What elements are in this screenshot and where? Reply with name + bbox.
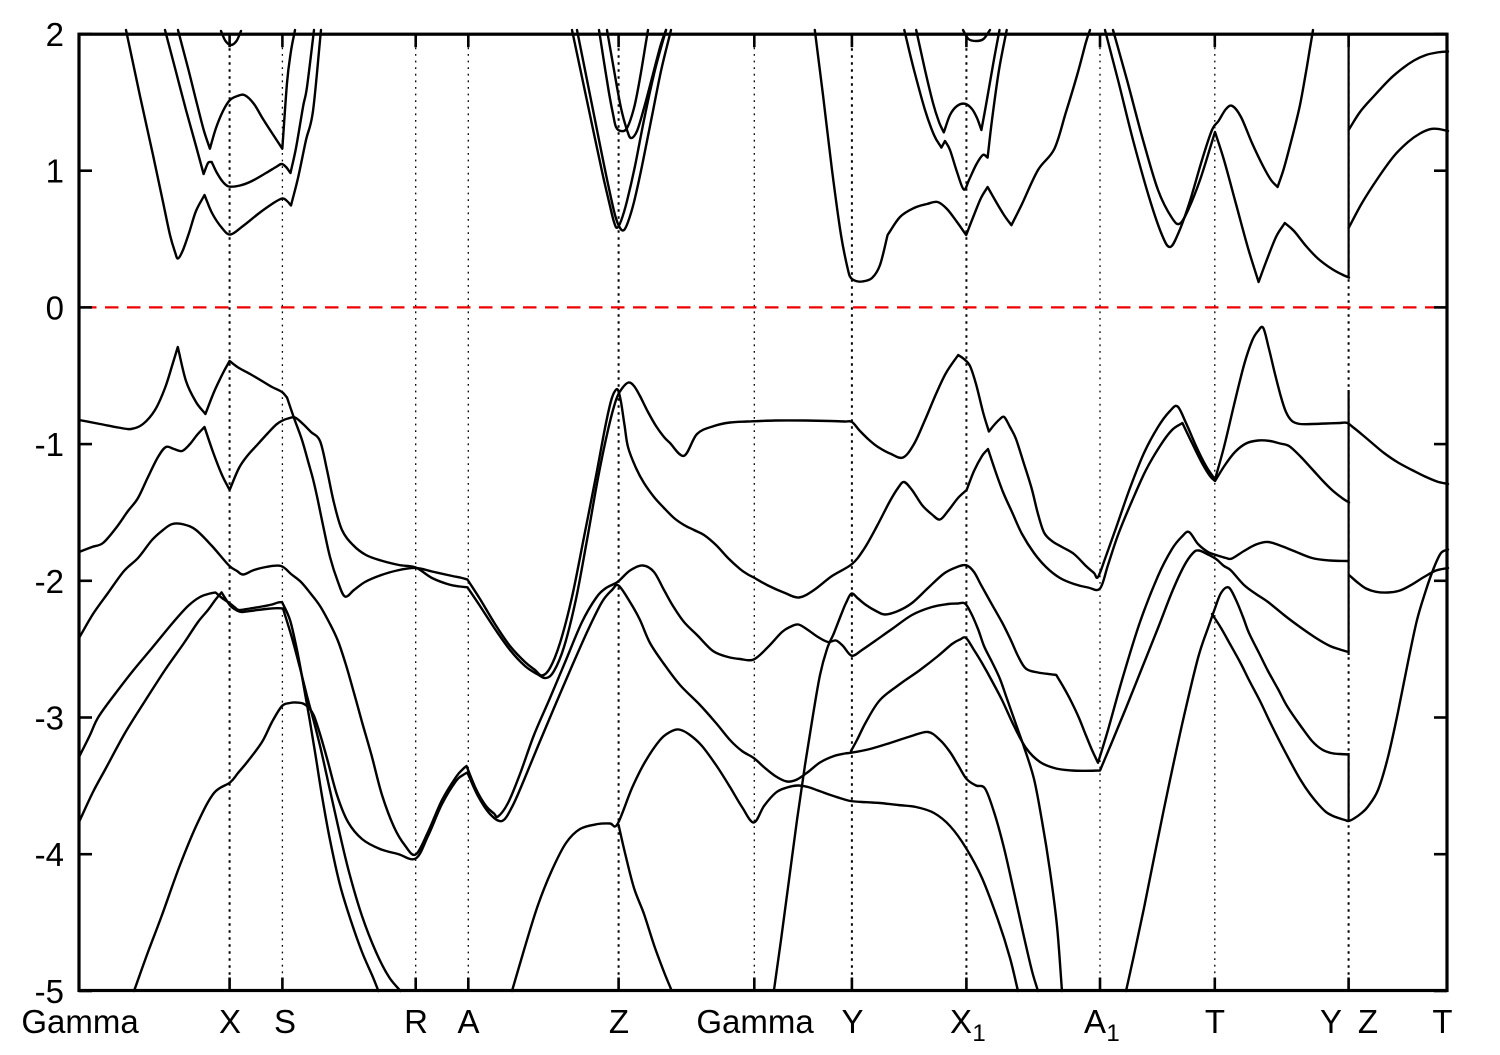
svg-text:-5: -5 <box>35 973 64 1010</box>
svg-text:A: A <box>1084 1003 1106 1040</box>
svg-text:X: X <box>950 1003 972 1040</box>
svg-text:T: T <box>1432 1003 1452 1040</box>
svg-text:Y: Y <box>841 1003 863 1040</box>
svg-text:Y: Y <box>1320 1003 1342 1040</box>
svg-text:X: X <box>219 1003 241 1040</box>
svg-text:Gamma: Gamma <box>21 1003 139 1040</box>
svg-text:-2: -2 <box>35 563 64 600</box>
svg-text:Z: Z <box>609 1003 629 1040</box>
svg-text:2: 2 <box>46 16 64 53</box>
svg-text:Z: Z <box>1358 1003 1378 1040</box>
svg-text:A: A <box>457 1003 479 1040</box>
svg-text:1: 1 <box>46 153 64 190</box>
svg-text:0: 0 <box>46 289 64 326</box>
svg-text:1: 1 <box>972 1020 985 1047</box>
svg-text:-3: -3 <box>35 700 64 737</box>
svg-text:1: 1 <box>1106 1020 1119 1047</box>
svg-text:-4: -4 <box>35 836 64 873</box>
svg-text:T: T <box>1205 1003 1225 1040</box>
svg-text:-1: -1 <box>35 426 64 463</box>
svg-text:Gamma: Gamma <box>696 1003 814 1040</box>
svg-text:R: R <box>404 1003 428 1040</box>
svg-text:S: S <box>274 1003 296 1040</box>
